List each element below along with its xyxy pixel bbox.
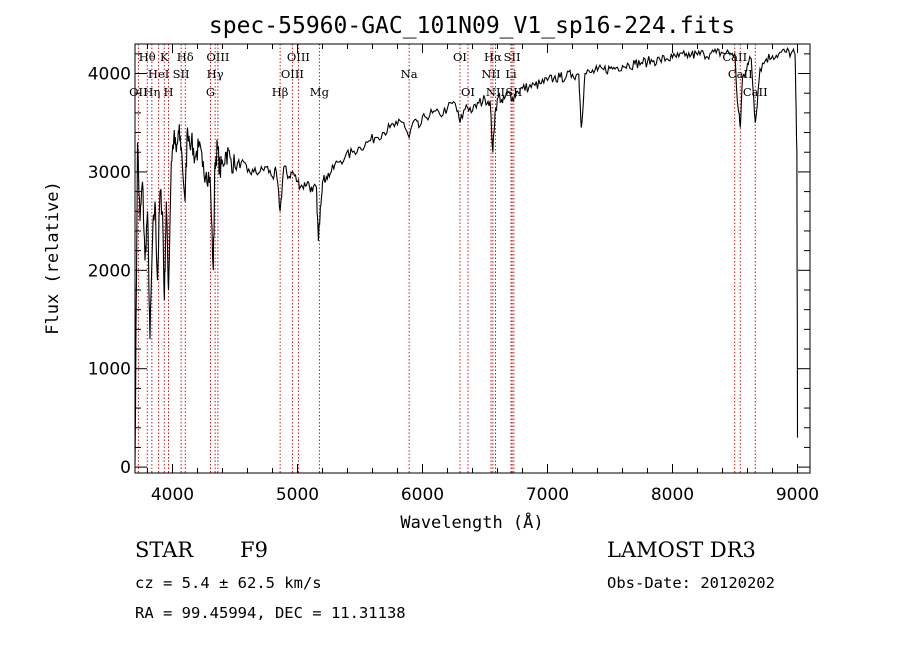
spectral-line-label: G — [206, 85, 215, 99]
spectral-line-label: SII — [505, 85, 522, 99]
spectral-line-label: OI — [453, 50, 467, 64]
y-axis-label: Flux (relative) — [43, 181, 63, 335]
spectral-line-label: OIII — [281, 67, 304, 81]
spectral-line-label: SII — [504, 50, 521, 64]
spectral-line-label: NII — [486, 85, 505, 99]
spectral-line-label: Na — [401, 67, 418, 81]
spectrum-series-line — [134, 46, 799, 466]
spectral-line-label: H — [163, 85, 173, 99]
spectral-line-label: OII — [129, 85, 148, 99]
obs-date: Obs-Date: 20120202 — [607, 574, 775, 592]
spectral-line-label: OIII — [287, 50, 310, 64]
x-tick-label: 7000 — [526, 485, 569, 505]
spectral-line-label: Hα — [484, 50, 502, 64]
spectral-line-label: Hθ — [139, 50, 156, 64]
spectral-line-label: CaII — [743, 85, 768, 99]
y-tick-label: 4000 — [88, 65, 131, 85]
spectral-line-label: K — [160, 50, 169, 64]
spectral-line-label: Li — [505, 67, 517, 81]
spectral-line-label: Hγ — [207, 67, 224, 81]
x-tick-label: 6000 — [401, 485, 444, 505]
survey-name: LAMOST DR3 — [607, 538, 756, 562]
x-tick-label: 9000 — [776, 485, 819, 505]
x-tick-label: 8000 — [651, 485, 694, 505]
spectral-line-label: Hβ — [272, 85, 289, 99]
spectral-line-markers — [137, 44, 756, 473]
y-tick-label: 0 — [120, 458, 131, 478]
spectral-line-label: HeI — [148, 67, 169, 81]
redshift-text: cz = 5.4 ± 62.5 km/s — [135, 574, 322, 592]
y-tick-label: 3000 — [88, 163, 131, 183]
spectral-line-label: Hη — [143, 85, 160, 99]
x-tick-label: 5000 — [276, 485, 319, 505]
object-class: STAR — [135, 538, 194, 562]
spectral-line-label: Hδ — [177, 50, 194, 64]
y-tick-label: 2000 — [88, 261, 131, 281]
x-tick-label: 4000 — [151, 485, 194, 505]
spectral-line-label: Mg — [310, 85, 330, 99]
y-tick-label: 1000 — [88, 360, 131, 380]
x-axis-label: Wavelength (Å) — [400, 511, 543, 533]
spectral-line-label: OI — [461, 85, 475, 99]
object-subclass: F9 — [240, 538, 268, 562]
coordinates-text: RA = 99.45994, DEC = 11.31138 — [135, 604, 406, 622]
axis-ticks: 4000 5000 6000 7000 8000 9000 0 1000 2000 3000 400… — [88, 44, 819, 505]
spectral-line-label: SII — [173, 67, 190, 81]
chart-title: spec-55960-GAC_101N09_V1_sp16-224.fits — [209, 13, 735, 39]
spectral-line-label: NII — [481, 67, 500, 81]
spectral-line-label: OIII — [206, 50, 229, 64]
spectral-line-label: CaII — [728, 67, 753, 81]
